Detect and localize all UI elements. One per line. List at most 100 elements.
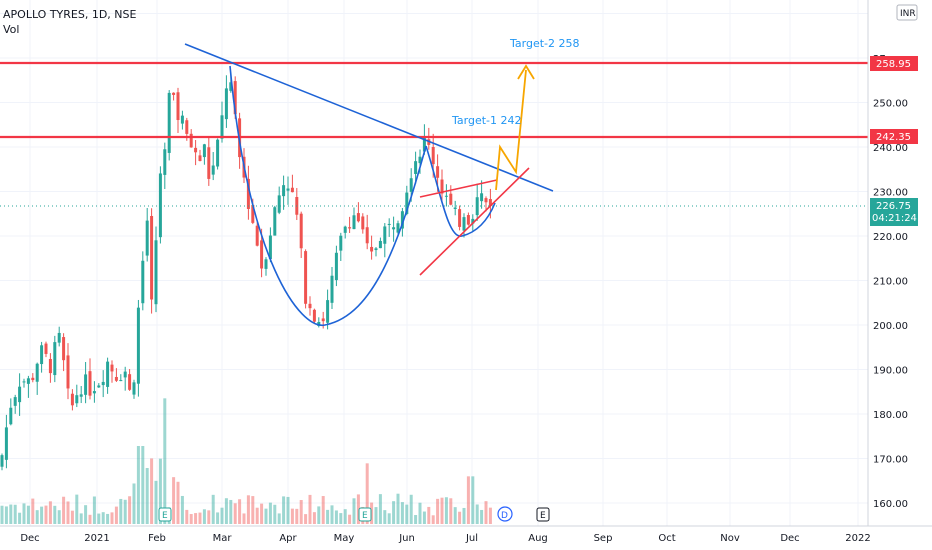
candle-body [440,179,444,194]
target-2-label[interactable]: Target-2 258 [509,37,580,50]
candle-body [299,213,303,249]
volume-indicator-label[interactable]: Vol [3,23,19,36]
time-tick-label: May [334,533,355,544]
price-tag-242-bg [870,129,918,144]
volume-bar [66,501,70,524]
candle-body [334,252,338,281]
candle-body [220,115,224,139]
time-tick-label: Mar [213,533,233,544]
candle-body [475,197,479,216]
candle-body [48,358,52,374]
volume-bar [233,503,237,524]
volume-bar [392,501,396,524]
descending-trendline[interactable] [184,43,554,192]
volume-bar [414,515,418,524]
candle-body [136,307,140,384]
target-arrowhead[interactable] [517,64,535,80]
volume-bar [48,501,52,524]
candle-body [22,381,26,383]
candle-body [356,213,360,222]
candle-body [264,259,268,269]
candle-body [185,120,189,134]
candle-body [216,139,220,167]
time-tick-label: Dec [780,533,799,544]
triangle-upper-line[interactable] [419,179,498,198]
candle-body [233,81,237,115]
candle-body [378,240,382,249]
volume-bar [352,498,356,524]
candle-body [480,193,484,202]
volume-bar [40,506,44,524]
candle-body [374,248,378,251]
volume-bar [242,513,246,524]
upcoming-earnings-marker-text: E [540,511,546,521]
time-tick-label: Sep [594,533,613,544]
candle-body [224,88,228,120]
target-1-label[interactable]: Target-1 242 [451,114,522,127]
volume-bar [145,468,149,524]
volume-bar [405,504,409,524]
volume-bar [207,510,211,524]
candle-body [57,332,61,343]
upcoming-earnings-marker[interactable]: E [536,507,550,522]
drawing-tools-layer[interactable] [0,43,868,326]
time-tick-label: Dec [20,533,39,544]
price-tick-label: 230.00 [873,188,908,199]
price-tag-258-text: 258.95 [876,59,911,70]
triangle-lower-line[interactable] [419,167,530,276]
price-axis[interactable]: 160.00 170.00 180.00 190.00 200.00 210.00 220.… [867,0,908,526]
candle-body [255,225,259,246]
volume-bar [273,504,277,524]
volume-bar [260,503,264,524]
candle-body [128,374,132,390]
price-tag-258-bg [870,56,918,71]
volume-bar [255,507,259,524]
volume-bar [211,494,215,524]
volume-bar [286,496,290,524]
volume-bar [370,502,374,524]
candle-body [70,393,74,406]
volume-bar [277,513,281,524]
candle-body [97,385,101,388]
candle-body [9,407,13,425]
candle-body [132,382,136,395]
candle-body [405,192,409,214]
candle-body [436,166,440,178]
volume-bar [22,503,26,524]
time-axis[interactable]: Dec 2021 Feb Mar Apr May Jun Jul Aug Sep Oct Nov Dec… [0,525,932,544]
volume-bar [79,513,83,524]
volume-bar [119,498,123,524]
candle-body [260,240,264,269]
symbol-title[interactable]: APOLLO TYRES, 1D, NSE [3,8,137,21]
volume-bar [339,513,343,524]
volume-bar [110,512,114,524]
dividend-marker-jul-text: D [501,511,508,521]
time-tick-label: Feb [148,533,166,544]
dividend-marker-jul[interactable]: D [497,506,513,522]
candle-body [317,321,321,326]
cup-arc[interactable] [229,65,427,326]
volume-bar [374,507,378,524]
target-projection-path[interactable] [495,69,527,191]
earnings-marker-may[interactable]: E [358,507,372,522]
price-tick-label: 250.00 [873,99,908,110]
currency-badge[interactable]: INR [896,4,918,21]
volume-bar [224,498,228,524]
candle-body [180,115,184,124]
volume-bar [158,458,162,524]
volume-bar [185,509,189,524]
candle-body [414,161,418,174]
candle-body [75,395,79,404]
volume-bar [92,496,96,524]
volume-bar [114,506,118,524]
volume-bar [176,481,180,524]
earnings-marker-feb[interactable]: E [158,507,172,522]
candle-body [400,211,404,229]
candle-body [202,144,206,158]
volume-bar [330,505,334,524]
candle-body [35,363,39,382]
volume-bar [436,498,440,524]
candle-body [392,227,396,230]
volume-bar [484,501,488,524]
